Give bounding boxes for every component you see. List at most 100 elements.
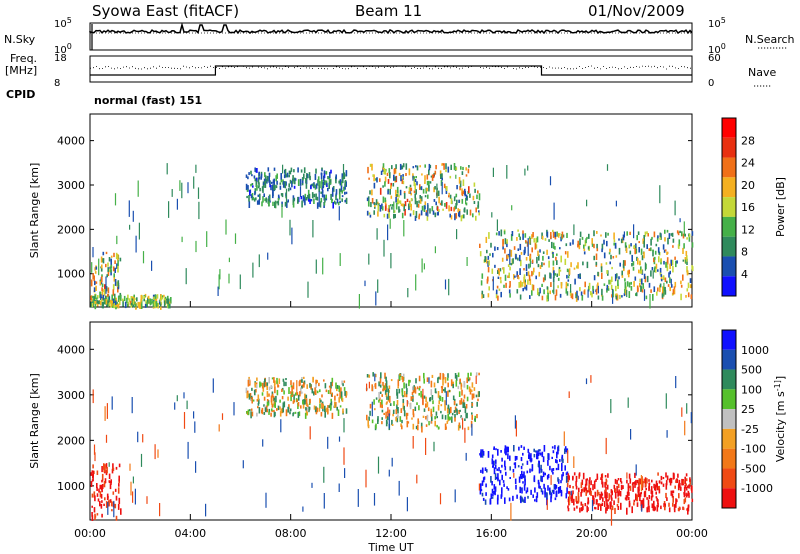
heatmap-cell <box>294 177 296 185</box>
heatmap-cell <box>377 456 380 474</box>
heatmap-cell <box>105 434 108 443</box>
heatmap-cell <box>330 169 332 174</box>
heatmap-cell <box>640 248 643 255</box>
heatmap-cell <box>601 493 604 496</box>
heatmap-cell <box>423 395 426 399</box>
heatmap-cell <box>299 178 302 186</box>
heatmap-cell <box>587 507 589 511</box>
heatmap-cell <box>399 189 402 196</box>
heatmap-cell <box>130 296 133 301</box>
heatmap-cell <box>575 496 577 502</box>
heatmap-cell <box>559 269 562 272</box>
heatmap-cell <box>502 480 505 483</box>
heatmap-cell <box>641 499 644 506</box>
heatmap-cell <box>648 482 650 490</box>
heatmap-cell <box>687 282 690 289</box>
heatmap-cell <box>277 200 280 206</box>
heatmap-cell <box>288 404 290 410</box>
heatmap-cell <box>264 172 266 177</box>
heatmap-cell <box>635 246 637 250</box>
heatmap-cell <box>388 413 390 429</box>
heatmap-cell <box>421 426 423 433</box>
heatmap-cell <box>479 243 481 248</box>
heatmap-cell <box>524 282 526 287</box>
heatmap-cell <box>457 424 460 431</box>
heatmap-cell <box>603 283 606 286</box>
heatmap-cell <box>522 287 524 292</box>
heatmap-cell <box>517 274 519 279</box>
heatmap-cell <box>114 193 117 206</box>
velocity-ylabel: Slant Range [km] <box>28 373 41 469</box>
heatmap-cell <box>385 380 388 388</box>
heatmap-cell <box>415 378 417 384</box>
heatmap-cell <box>111 300 113 307</box>
heatmap-cell <box>544 491 546 498</box>
heatmap-cell <box>303 173 305 179</box>
heatmap-cell <box>117 254 119 261</box>
heatmap-cell <box>279 185 282 190</box>
heatmap-cell <box>626 507 628 515</box>
heatmap-cell <box>426 401 429 408</box>
heatmap-cell <box>98 300 100 305</box>
heatmap-cell <box>323 170 326 175</box>
heatmap-cell <box>446 407 449 414</box>
power-heatmap-cells <box>90 163 694 310</box>
heatmap-cell <box>518 282 520 288</box>
heatmap-cell <box>684 476 686 481</box>
heatmap-cell <box>659 283 662 288</box>
heatmap-cell <box>678 493 680 499</box>
heatmap-cell <box>205 503 207 517</box>
heatmap-cell <box>551 446 554 449</box>
heatmap-cell <box>385 393 388 397</box>
heatmap-cell <box>576 500 579 504</box>
heatmap-cell <box>113 273 115 278</box>
nsky-trace <box>89 22 693 35</box>
heatmap-cell <box>250 194 253 199</box>
heatmap-cell <box>467 168 470 174</box>
heatmap-cell <box>596 231 598 234</box>
heatmap-cell <box>96 487 98 491</box>
heatmap-cell <box>566 291 569 296</box>
heatmap-cell <box>113 500 115 518</box>
heatmap-cell <box>273 178 275 185</box>
heatmap-cell <box>126 303 129 307</box>
heatmap-cell <box>297 179 300 186</box>
heatmap-cell <box>476 414 478 419</box>
heatmap-cell <box>105 298 108 305</box>
heatmap-cell <box>507 446 509 453</box>
heatmap-cell <box>406 388 408 392</box>
heatmap-cell <box>412 396 414 399</box>
heatmap-cell <box>615 255 618 258</box>
heatmap-cell <box>585 238 587 244</box>
heatmap-cell <box>108 480 111 483</box>
heatmap-cell <box>553 484 556 490</box>
heatmap-cell <box>94 280 96 286</box>
heatmap-cell <box>646 497 648 500</box>
heatmap-cell <box>137 431 139 443</box>
heatmap-cell <box>597 271 599 276</box>
heatmap-cell <box>610 501 612 508</box>
heatmap-cell <box>569 493 571 505</box>
heatmap-cell <box>291 386 293 392</box>
heatmap-cell <box>610 494 612 498</box>
heatmap-cell <box>551 489 554 493</box>
heatmap-cell <box>289 408 292 412</box>
heatmap-cell <box>452 382 454 389</box>
heatmap-cell <box>689 278 692 283</box>
heatmap-cell <box>146 301 148 307</box>
heatmap-cell <box>384 372 386 379</box>
heatmap-cell <box>668 502 670 507</box>
heatmap-cell <box>557 233 560 238</box>
heatmap-cell <box>335 176 337 184</box>
heatmap-cell <box>635 493 637 501</box>
heatmap-cell <box>258 182 260 188</box>
heatmap-cell <box>665 483 668 490</box>
heatmap-cell <box>94 267 96 271</box>
heatmap-cell <box>332 187 334 191</box>
velocity-colorbar-segment <box>722 389 736 410</box>
heatmap-cell <box>656 291 658 296</box>
heatmap-cell <box>313 193 316 198</box>
heatmap-cell <box>657 247 660 253</box>
cpid-label: CPID <box>6 88 36 101</box>
